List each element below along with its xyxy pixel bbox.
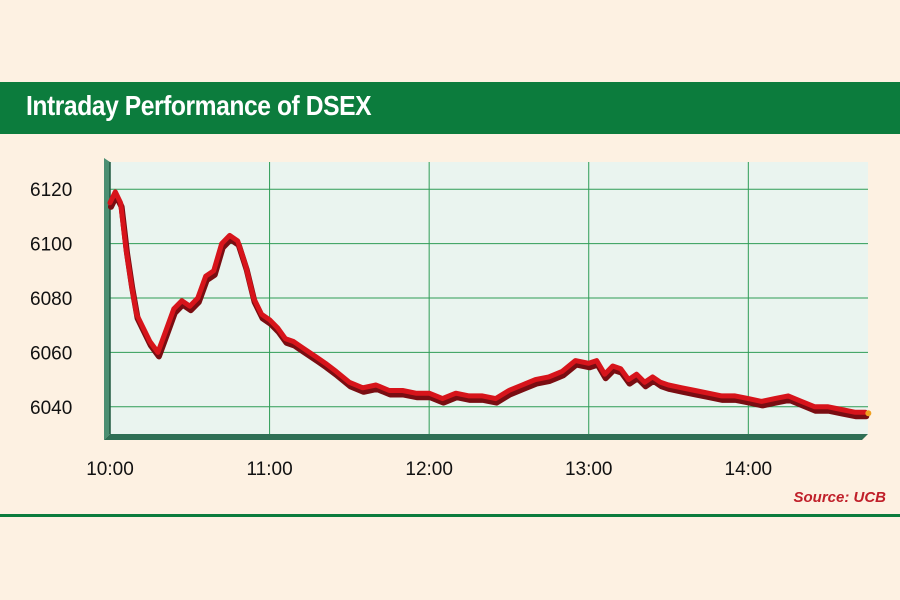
x-tick-label: 10:00 bbox=[86, 459, 134, 480]
x-tick-label: 11:00 bbox=[247, 459, 293, 480]
x-tick-label: 14:00 bbox=[725, 459, 773, 480]
chart-title: Intraday Performance of DSEX bbox=[26, 90, 372, 121]
series-line-shadow bbox=[108, 192, 870, 420]
y-tick-label: 6120 bbox=[30, 180, 72, 201]
y-axis-wall bbox=[104, 158, 110, 440]
source-note: Source: UCB bbox=[793, 489, 886, 506]
x-tick-label: 12:00 bbox=[405, 459, 453, 480]
y-tick-label: 6060 bbox=[30, 343, 72, 364]
x-tick-label: 13:00 bbox=[565, 459, 613, 480]
x-axis-floor bbox=[104, 434, 868, 440]
series-end-point bbox=[865, 410, 872, 417]
chart-card: Intraday Performance of DSEX 6040 6060 608… bbox=[0, 82, 900, 518]
y-tick-label: 6040 bbox=[30, 398, 72, 419]
y-tick-label: 6080 bbox=[30, 289, 72, 310]
line-chart: 6040 6060 6080 6100 6120 10:00 11:00 12:00 13:0… bbox=[30, 158, 886, 506]
y-tick-label: 6100 bbox=[30, 235, 72, 256]
bottom-rule bbox=[0, 514, 900, 517]
series-line bbox=[107, 189, 868, 415]
title-bar: Intraday Performance of DSEX bbox=[0, 82, 900, 134]
